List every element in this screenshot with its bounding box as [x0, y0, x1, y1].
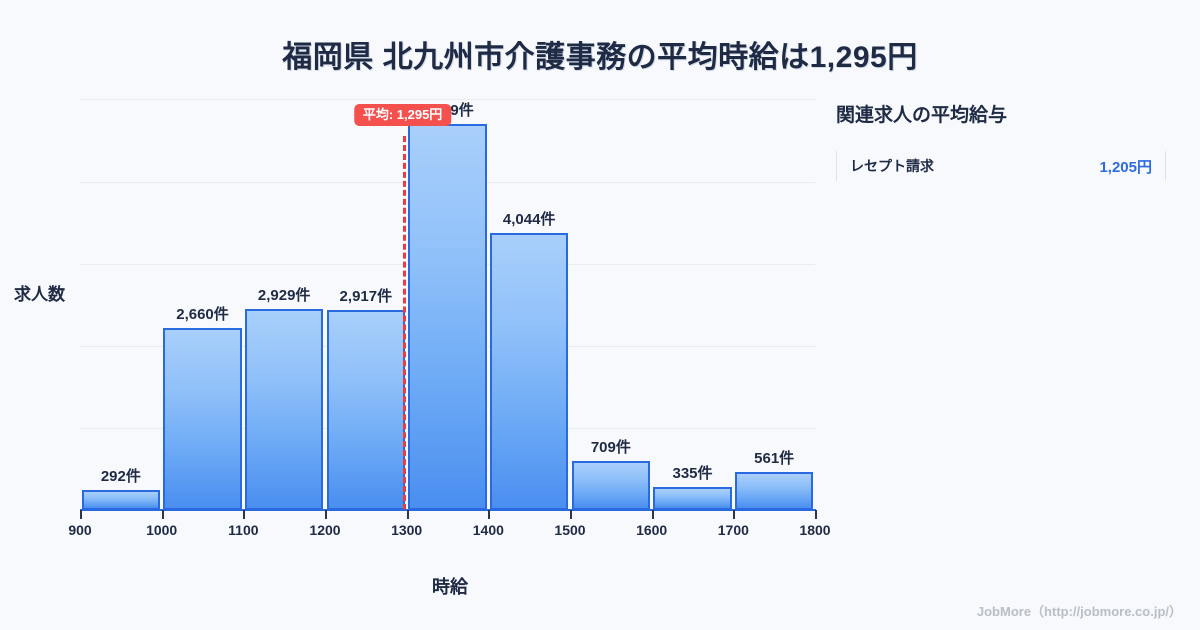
- y-axis-title: 求人数: [14, 285, 65, 304]
- x-axis-tick: [570, 510, 572, 519]
- x-axis-tick: [243, 510, 246, 519]
- related-salary-row: レセプト請求 1,205円: [836, 149, 1166, 183]
- x-axis-tick-label: 1100: [228, 522, 259, 538]
- histogram-bar: [244, 309, 324, 510]
- bar-value-label: 561件: [754, 449, 795, 467]
- x-axis-tick: [651, 510, 654, 519]
- bars-layer: 292件2,660件2,929件2,917件5,629件4,044件709件33…: [80, 99, 815, 510]
- average-badge: 平均: 1,295円: [353, 104, 452, 126]
- x-axis-tick: [488, 510, 491, 519]
- bar-value-label: 2,929件: [257, 287, 311, 305]
- x-axis-tick: [161, 510, 164, 519]
- related-salary-name: レセプト請求: [850, 158, 934, 174]
- histogram-bar: [326, 310, 406, 510]
- page-title: 福岡県 北九州市介護事務の平均時給は1,295円: [282, 41, 918, 74]
- x-axis-tick-label: 1000: [146, 522, 178, 538]
- histogram-bar: [653, 487, 732, 510]
- x-axis-tick-label: 1700: [717, 522, 749, 538]
- x-axis-tick-label: 1300: [391, 522, 423, 538]
- bar-value-label: 2,917件: [339, 288, 393, 306]
- histogram-bar: [81, 490, 161, 510]
- x-axis-line: [80, 509, 816, 511]
- related-salary-panel: 関連求人の平均給与 レセプト請求 1,205円: [836, 100, 1166, 183]
- histogram-bar: [489, 233, 569, 510]
- bar-value-label: 335件: [672, 465, 713, 483]
- x-axis-tick-label: 1200: [309, 522, 341, 538]
- average-line: [402, 136, 406, 510]
- gridline: [80, 99, 815, 100]
- bar-value-label: 709件: [590, 439, 631, 457]
- x-axis-tick-label: 1500: [554, 522, 586, 538]
- x-axis-tick-label: 1800: [799, 522, 831, 538]
- x-axis-tick: [80, 510, 82, 519]
- x-axis-tick: [325, 510, 327, 519]
- related-salary-list: レセプト請求 1,205円: [836, 149, 1166, 183]
- related-salary-value: 1,205円: [1099, 158, 1152, 176]
- histogram-bar: [163, 327, 242, 510]
- x-axis-tick: [733, 510, 736, 519]
- footer-watermark: JobMore（http://jobmore.co.jp/）: [976, 604, 1182, 619]
- x-axis-tick-label: 1600: [636, 522, 668, 538]
- bar-value-label: 292件: [100, 468, 141, 485]
- x-axis-tick-label: 900: [68, 522, 92, 538]
- x-axis-title: 時給: [432, 577, 468, 597]
- x-axis-tick-label: 1400: [472, 522, 504, 538]
- bar-value-label: 2,660件: [176, 305, 229, 323]
- x-axis-tick: [406, 510, 409, 519]
- histogram-bar: [734, 471, 814, 510]
- histogram-bar: [408, 124, 487, 510]
- x-axis-tick: [815, 510, 817, 519]
- histogram-bar: [571, 461, 651, 510]
- related-salary-title: 関連求人の平均給与: [836, 105, 1008, 126]
- bar-value-label: 4,044件: [502, 211, 556, 228]
